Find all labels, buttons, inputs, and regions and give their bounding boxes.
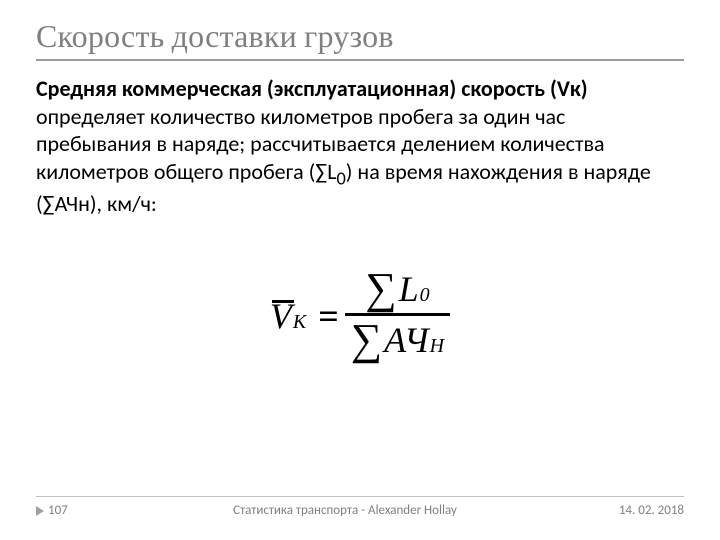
- page-number: 107: [48, 503, 68, 518]
- sigma-den: ∑: [351, 318, 384, 362]
- num-sub: 0: [420, 285, 430, 305]
- formula-lhs-sub: К: [293, 312, 306, 332]
- formula-lhs-main: V: [270, 298, 292, 334]
- title-rule: [36, 59, 684, 61]
- formula-denominator: ∑ АЧН: [345, 316, 450, 364]
- formula-lhs: VК: [270, 298, 312, 334]
- den-sub: Н: [430, 336, 444, 356]
- slide-title: Скорость доставки грузов: [36, 18, 684, 55]
- formula-eq: =: [312, 298, 345, 334]
- page-marker-icon: [36, 506, 44, 516]
- footer-page: 107: [36, 503, 96, 518]
- footer-date: 14. 02. 2018: [594, 503, 684, 518]
- body-bold-lead: Средняя коммерческая (эксплуатационная) …: [36, 75, 588, 102]
- slide: Скорость доставки грузов Средняя коммерч…: [0, 0, 720, 540]
- den-var: АЧ: [384, 322, 429, 358]
- sigma-num: ∑: [365, 267, 398, 311]
- num-var: L: [399, 271, 419, 307]
- body-text: Средняя коммерческая (эксплуатационная) …: [36, 75, 684, 217]
- footer: 107 Статистика транспорта - Alexander Ho…: [36, 496, 684, 518]
- formula-lhs-main-text: V: [270, 296, 292, 336]
- formula-area: VК = ∑ L0 ∑ АЧН: [36, 267, 684, 364]
- formula-numerator: ∑ L0: [359, 267, 435, 313]
- formula-fraction: ∑ L0 ∑ АЧН: [345, 267, 450, 364]
- formula: VК = ∑ L0 ∑ АЧН: [270, 267, 450, 364]
- body-sub1: 0: [336, 167, 345, 189]
- footer-center: Статистика транспорта - Alexander Hollay: [96, 503, 594, 518]
